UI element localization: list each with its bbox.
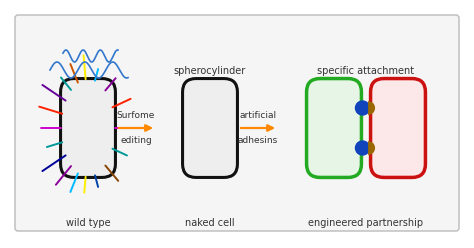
- Circle shape: [356, 101, 370, 115]
- Text: naked cell: naked cell: [185, 218, 235, 228]
- Wedge shape: [368, 101, 375, 115]
- Text: engineered partnership: engineered partnership: [309, 218, 424, 228]
- Text: Surfome: Surfome: [117, 111, 155, 120]
- Ellipse shape: [71, 165, 109, 175]
- Text: artificial: artificial: [239, 111, 276, 120]
- FancyBboxPatch shape: [15, 15, 459, 231]
- Text: editing: editing: [120, 136, 152, 145]
- FancyBboxPatch shape: [182, 79, 237, 177]
- FancyBboxPatch shape: [61, 79, 116, 177]
- Wedge shape: [368, 141, 375, 155]
- FancyBboxPatch shape: [371, 79, 426, 177]
- Text: spherocylinder: spherocylinder: [174, 66, 246, 76]
- Circle shape: [356, 141, 370, 155]
- Text: wild type: wild type: [66, 218, 110, 228]
- Text: adhesins: adhesins: [238, 136, 278, 145]
- Text: specific attachment: specific attachment: [318, 66, 415, 76]
- FancyBboxPatch shape: [307, 79, 362, 177]
